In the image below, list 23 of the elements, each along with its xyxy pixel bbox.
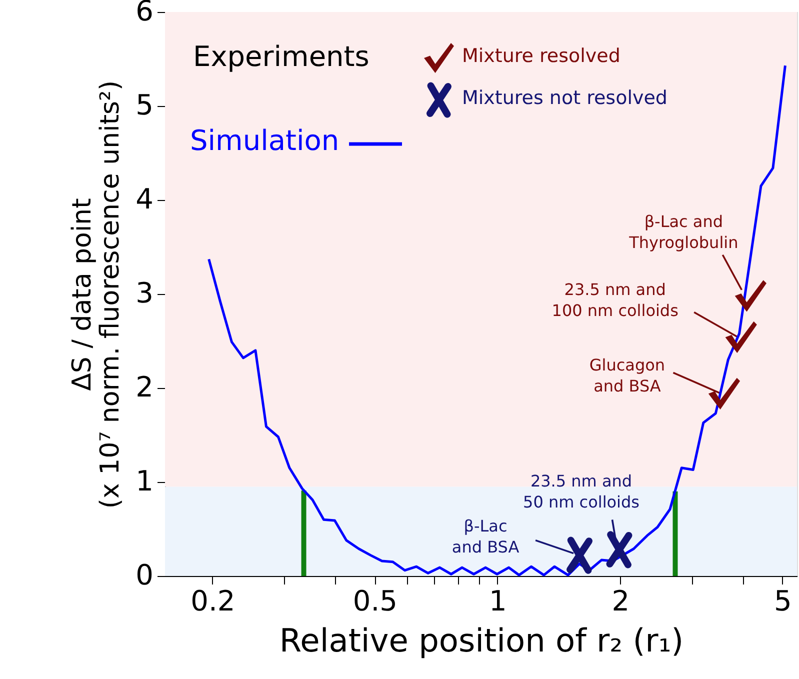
text: Simulation (190, 124, 340, 157)
x-tick-label: 5 (774, 584, 792, 618)
y-tick-label: 3 (136, 276, 154, 310)
x-tick-label: 1 (489, 584, 507, 618)
annotation: β-Lac and BSA (452, 516, 520, 556)
annotation: 23.5 nm and 50 nm colloids (523, 472, 640, 512)
y-axis-title: ΔS / data point (x 10⁷ norm. fluorescence units²) (68, 80, 126, 509)
x-tick-label: 2 (612, 584, 630, 618)
y-tick-label: 4 (136, 182, 154, 216)
y-tick-label: 6 (136, 0, 154, 28)
y-tick-label: 5 (136, 88, 154, 122)
annotation: Glucagon and BSA (589, 356, 666, 396)
x-tick-label: 0.5 (352, 584, 398, 618)
x-tick-label: 0.2 (190, 584, 236, 618)
legend-title: Experiments (193, 40, 370, 73)
x-axis-title: Relative position of r₂ (r₁) (279, 622, 684, 660)
y-tick-label: 2 (136, 370, 154, 404)
legend-label: Mixtures not resolved (462, 87, 668, 109)
y-tick-label: 0 (136, 558, 154, 592)
annotation: 23.5 nm and 100 nm colloids (552, 280, 678, 320)
y-tick-label: 1 (136, 464, 154, 498)
annotation: β-Lac and Thyroglobulin (628, 212, 738, 252)
legend-label: Mixture resolved (462, 45, 620, 67)
